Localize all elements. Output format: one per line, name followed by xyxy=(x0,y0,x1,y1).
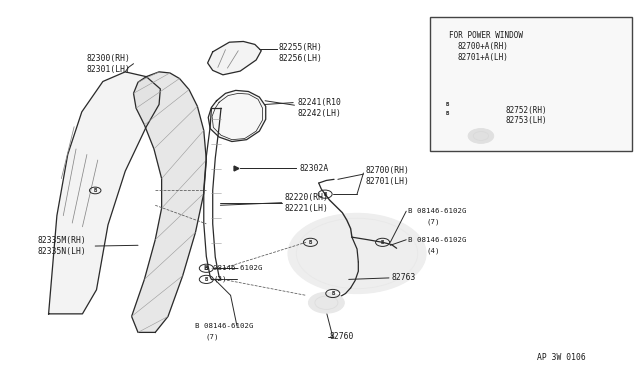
Text: FOR POWER WINDOW: FOR POWER WINDOW xyxy=(449,31,523,40)
Text: 82220(RH): 82220(RH) xyxy=(285,193,329,202)
Text: 82335M(RH): 82335M(RH) xyxy=(38,236,86,246)
Bar xyxy=(430,17,632,151)
Text: 82255(RH): 82255(RH) xyxy=(278,42,323,51)
Text: 82753(LH): 82753(LH) xyxy=(505,116,547,125)
Text: B: B xyxy=(205,277,208,282)
Text: B: B xyxy=(93,188,97,193)
Text: B 08146-6102G: B 08146-6102G xyxy=(408,208,467,214)
Text: B 08146-6102G: B 08146-6102G xyxy=(195,323,254,329)
Text: 82701+A(LH): 82701+A(LH) xyxy=(458,53,509,62)
Text: B: B xyxy=(205,266,208,271)
Polygon shape xyxy=(208,90,266,141)
Text: (7): (7) xyxy=(426,219,440,225)
Text: 82301(LH): 82301(LH) xyxy=(87,65,131,74)
Text: (7): (7) xyxy=(205,334,218,340)
Polygon shape xyxy=(49,72,161,314)
Text: 82300(RH): 82300(RH) xyxy=(87,54,131,62)
Text: 82335N(LH): 82335N(LH) xyxy=(38,247,86,256)
Text: AP 3W 0106: AP 3W 0106 xyxy=(537,353,586,362)
Text: B: B xyxy=(331,291,334,296)
Text: 82700(RH): 82700(RH) xyxy=(366,166,410,175)
Text: 82760: 82760 xyxy=(330,332,354,341)
Text: 82256(LH): 82256(LH) xyxy=(278,54,323,62)
Circle shape xyxy=(308,292,344,313)
Circle shape xyxy=(288,214,426,294)
Circle shape xyxy=(468,129,493,143)
Text: 82221(LH): 82221(LH) xyxy=(285,205,329,214)
Text: B: B xyxy=(308,240,312,245)
Text: (2): (2) xyxy=(213,275,227,282)
Text: (4): (4) xyxy=(426,247,440,254)
Text: 82701(LH): 82701(LH) xyxy=(366,177,410,186)
Text: B: B xyxy=(446,102,449,107)
Text: 82752(RH): 82752(RH) xyxy=(505,106,547,115)
Text: 82763: 82763 xyxy=(392,273,416,282)
Text: B 08146-6102G: B 08146-6102G xyxy=(408,237,467,243)
Text: B: B xyxy=(381,240,384,245)
Text: B: B xyxy=(323,192,327,197)
Text: 82241(R10: 82241(R10 xyxy=(298,98,342,107)
Text: B 08146-6102G: B 08146-6102G xyxy=(204,265,262,271)
Text: B: B xyxy=(446,111,449,116)
Polygon shape xyxy=(132,72,206,333)
Text: 82302A: 82302A xyxy=(300,164,329,173)
Text: 82242(LH): 82242(LH) xyxy=(298,109,342,118)
Polygon shape xyxy=(207,41,261,75)
Text: 82700+A(RH): 82700+A(RH) xyxy=(458,42,509,51)
